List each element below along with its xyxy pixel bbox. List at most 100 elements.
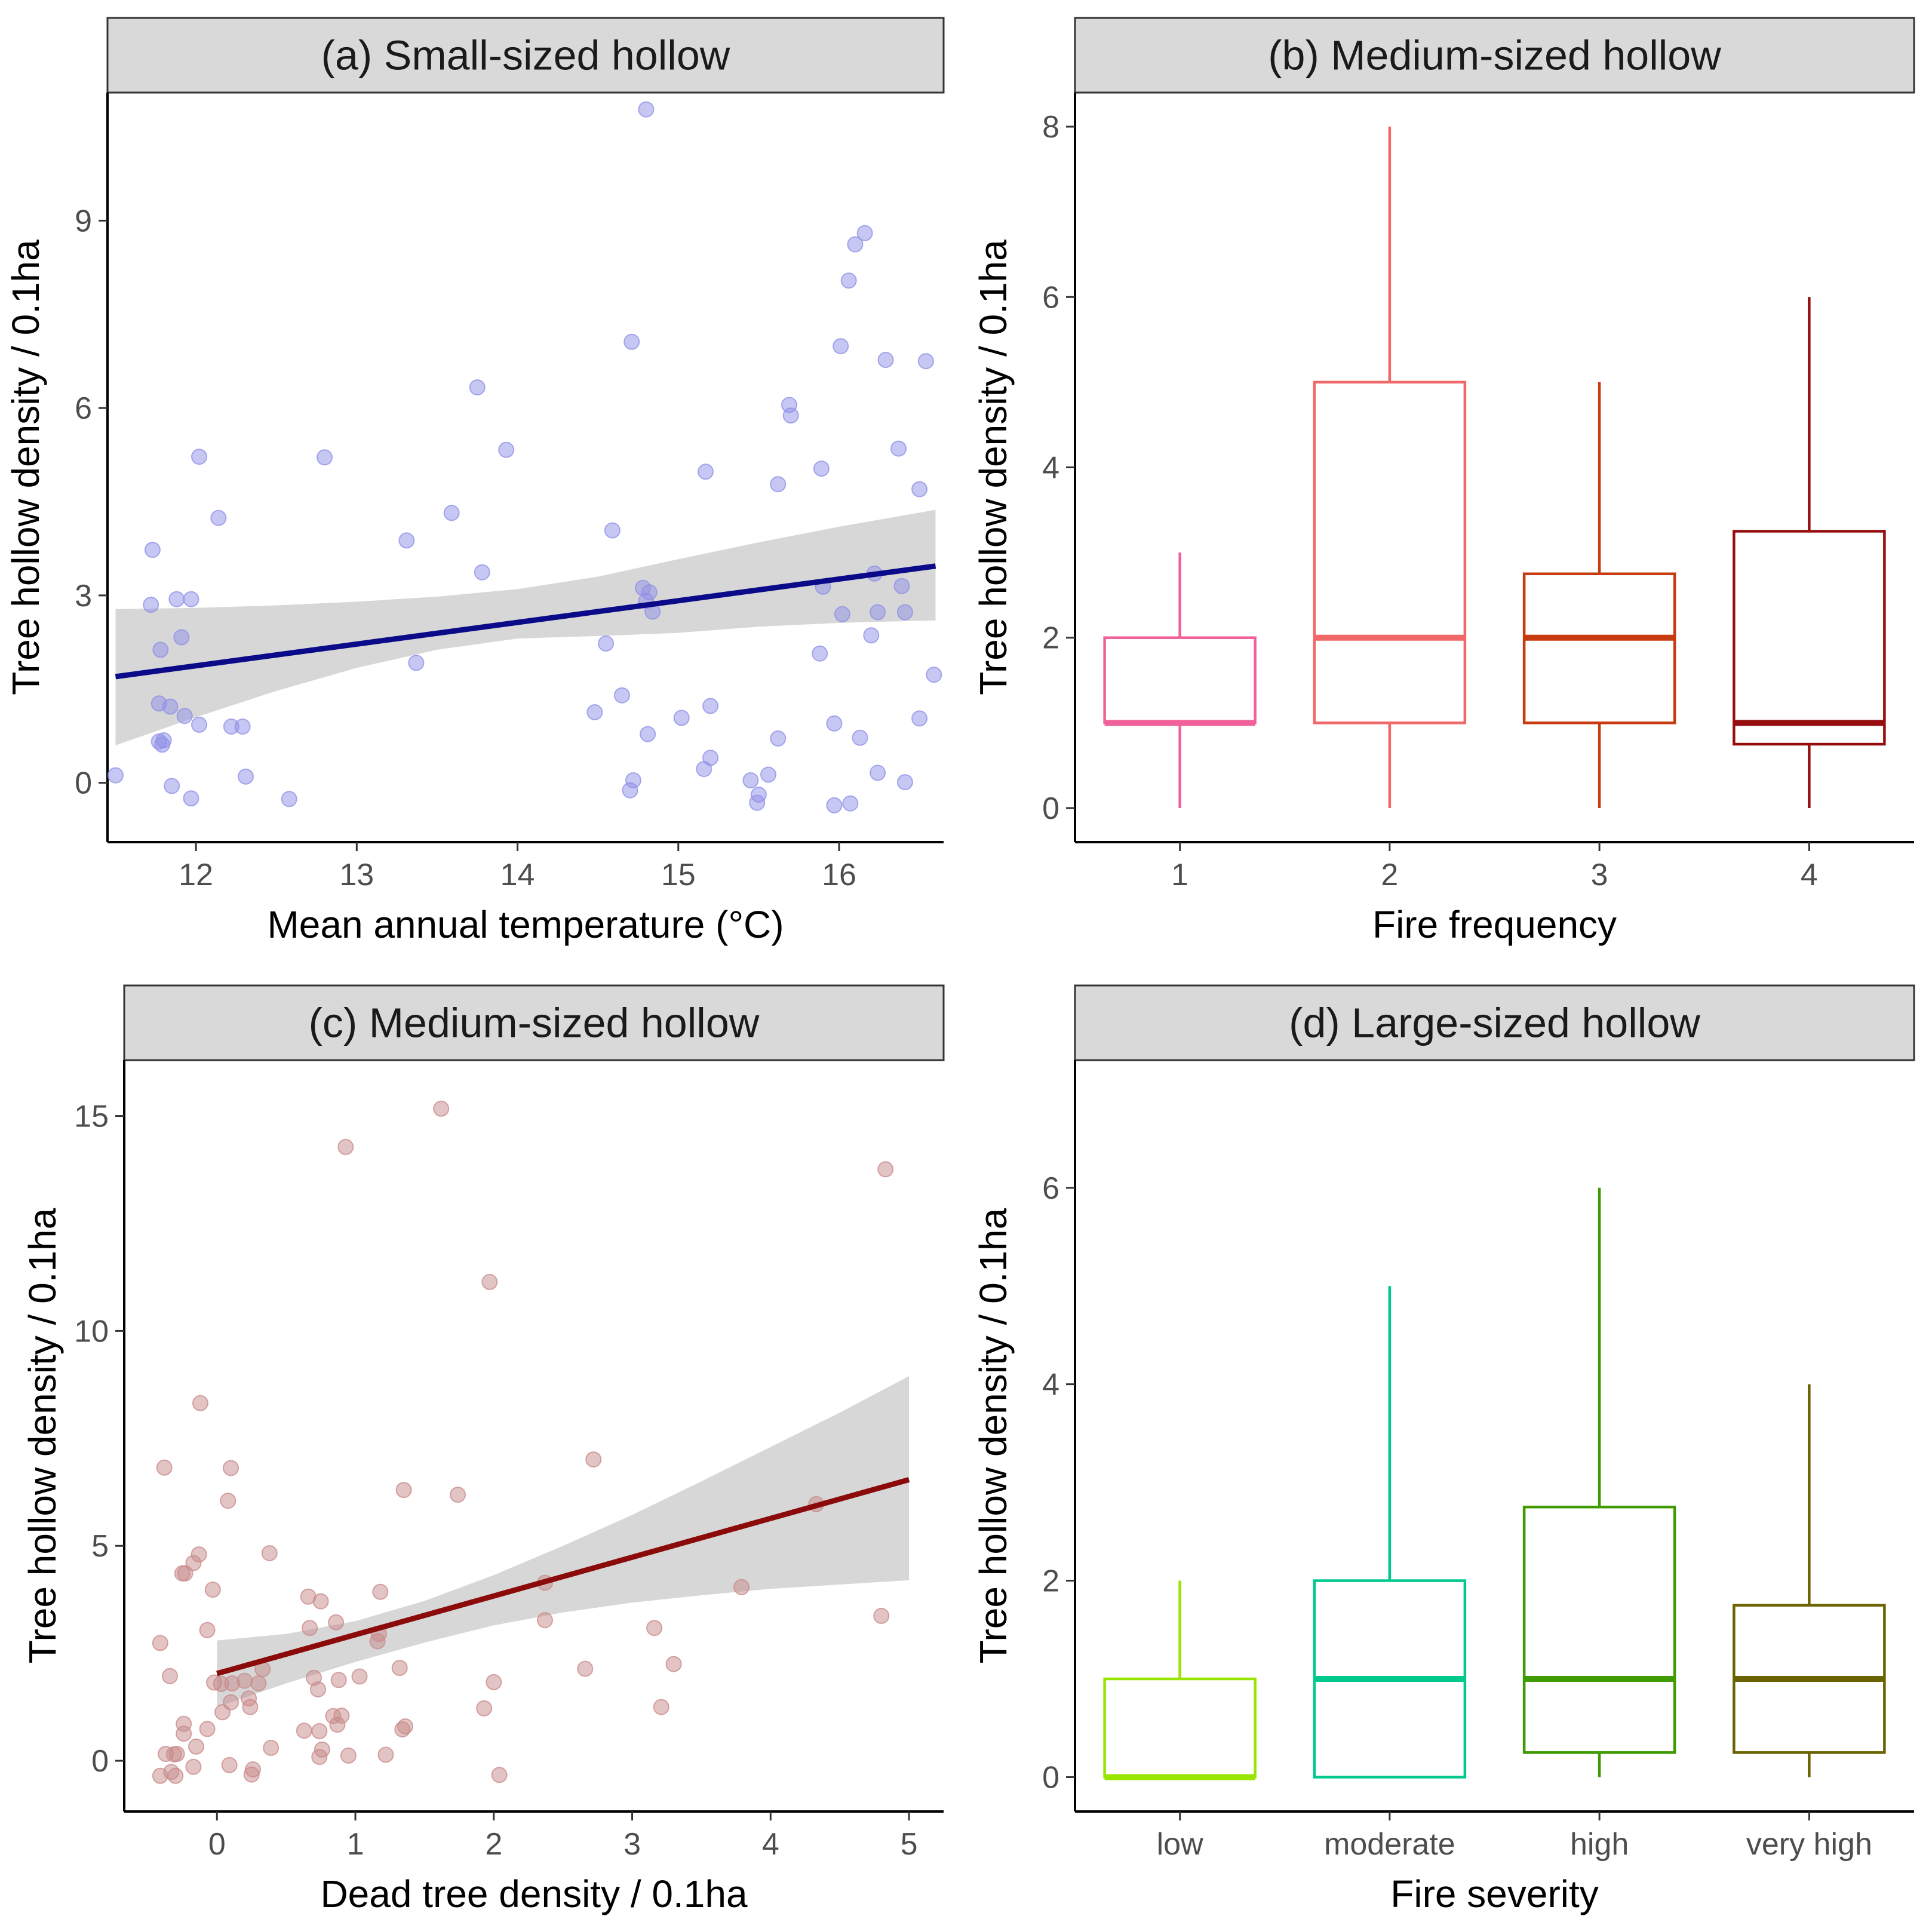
data-point: [877, 1161, 894, 1178]
data-point: [870, 764, 886, 781]
data-point: [242, 1699, 259, 1715]
x-tick-label: 0: [208, 1827, 226, 1862]
data-point: [812, 645, 828, 662]
y-tick-label: 2: [1042, 621, 1059, 656]
x-tick-label: 16: [822, 858, 856, 892]
data-point: [311, 1723, 328, 1739]
y-tick-label: 6: [1042, 280, 1059, 315]
data-point: [537, 1612, 553, 1629]
data-point: [873, 1608, 890, 1624]
data-point: [749, 794, 766, 811]
data-point: [702, 750, 719, 766]
data-point: [625, 772, 641, 788]
data-point: [391, 1660, 408, 1677]
data-point: [826, 715, 843, 732]
box-3: [1522, 382, 1676, 808]
data-point: [234, 719, 251, 735]
data-point: [577, 1660, 594, 1677]
data-point: [143, 597, 159, 613]
data-point: [486, 1674, 502, 1690]
data-point: [162, 1668, 178, 1684]
y-tick-label: 0: [1042, 1760, 1059, 1795]
data-point: [223, 1694, 239, 1711]
data-point: [154, 736, 170, 753]
x-tick-label: moderate: [1324, 1827, 1455, 1862]
data-point: [911, 710, 928, 727]
data-point: [107, 767, 124, 784]
x-tick-label: 1: [1171, 858, 1188, 892]
data-point: [585, 1451, 602, 1468]
data-point: [443, 505, 460, 521]
data-point: [192, 1395, 208, 1411]
data-point: [263, 1740, 279, 1756]
y-axis-title: Tree hollow density / 0.1ha: [4, 240, 47, 695]
facet-title: (d) Large-sized hollow: [1289, 1000, 1700, 1046]
y-tick-label: 2: [1042, 1564, 1059, 1599]
data-point: [877, 352, 894, 369]
y-tick-label: 4: [1042, 451, 1059, 486]
panel-a: (a) Small-sized hollow 0 3 6 9 12 13 14 15 16 Mean…: [4, 17, 945, 946]
data-point: [204, 1582, 221, 1598]
data-point: [302, 1620, 318, 1636]
data-point: [144, 542, 161, 558]
data-point: [312, 1593, 329, 1610]
data-point: [638, 101, 655, 118]
data-point: [770, 730, 787, 747]
box-body: [1733, 530, 1886, 746]
x-tick-label: 1: [347, 1827, 364, 1862]
x-tick-label: low: [1157, 1827, 1203, 1862]
data-point: [162, 698, 179, 715]
data-point: [330, 1672, 347, 1688]
data-point: [296, 1723, 312, 1739]
y-axis-title: Tree hollow density / 0.1ha: [972, 240, 1015, 695]
data-point: [183, 591, 199, 607]
confidence-band: [115, 509, 936, 745]
y-tick-label: 15: [74, 1100, 109, 1134]
data-point: [481, 1273, 498, 1290]
data-point: [813, 460, 830, 477]
x-tick-label: 14: [500, 858, 535, 892]
data-point: [168, 591, 185, 607]
data-point: [314, 1741, 330, 1758]
data-point: [641, 584, 658, 601]
facet-strip: [1074, 984, 1915, 1061]
data-point: [173, 629, 190, 646]
data-point: [168, 1746, 185, 1763]
data-point: [698, 463, 714, 480]
data-point: [890, 440, 907, 457]
data-point: [183, 790, 199, 807]
y-tick-label: 5: [91, 1529, 109, 1564]
data-point: [152, 1635, 168, 1651]
data-point: [742, 772, 759, 788]
data-point: [840, 272, 857, 289]
data-point: [397, 1718, 413, 1734]
data-point: [498, 441, 515, 458]
data-point: [238, 768, 254, 785]
data-point: [760, 766, 776, 783]
data-point: [598, 635, 615, 652]
data-point: [896, 604, 913, 621]
data-point: [474, 564, 490, 581]
x-tick-label: 4: [1801, 858, 1818, 892]
data-point: [377, 1746, 394, 1763]
data-point: [188, 1738, 204, 1755]
data-point: [167, 1767, 184, 1784]
data-point: [398, 532, 415, 549]
y-tick-label: 0: [91, 1744, 109, 1779]
data-point: [782, 407, 799, 424]
data-point: [896, 774, 913, 791]
box-4: [1733, 297, 1886, 808]
box-body: [1522, 1505, 1676, 1754]
data-point: [614, 687, 630, 704]
y-tick-label: 6: [75, 391, 92, 426]
regression-line: [216, 1477, 910, 1677]
box-low: [1103, 1580, 1257, 1780]
x-axis-title: Mean annual temperature (°C): [267, 903, 784, 946]
data-point: [653, 1699, 669, 1715]
y-tick-label: 0: [1042, 791, 1059, 826]
x-tick-label: 4: [762, 1827, 779, 1862]
data-point: [221, 1757, 238, 1773]
data-point: [826, 797, 843, 813]
data-point: [351, 1668, 368, 1685]
